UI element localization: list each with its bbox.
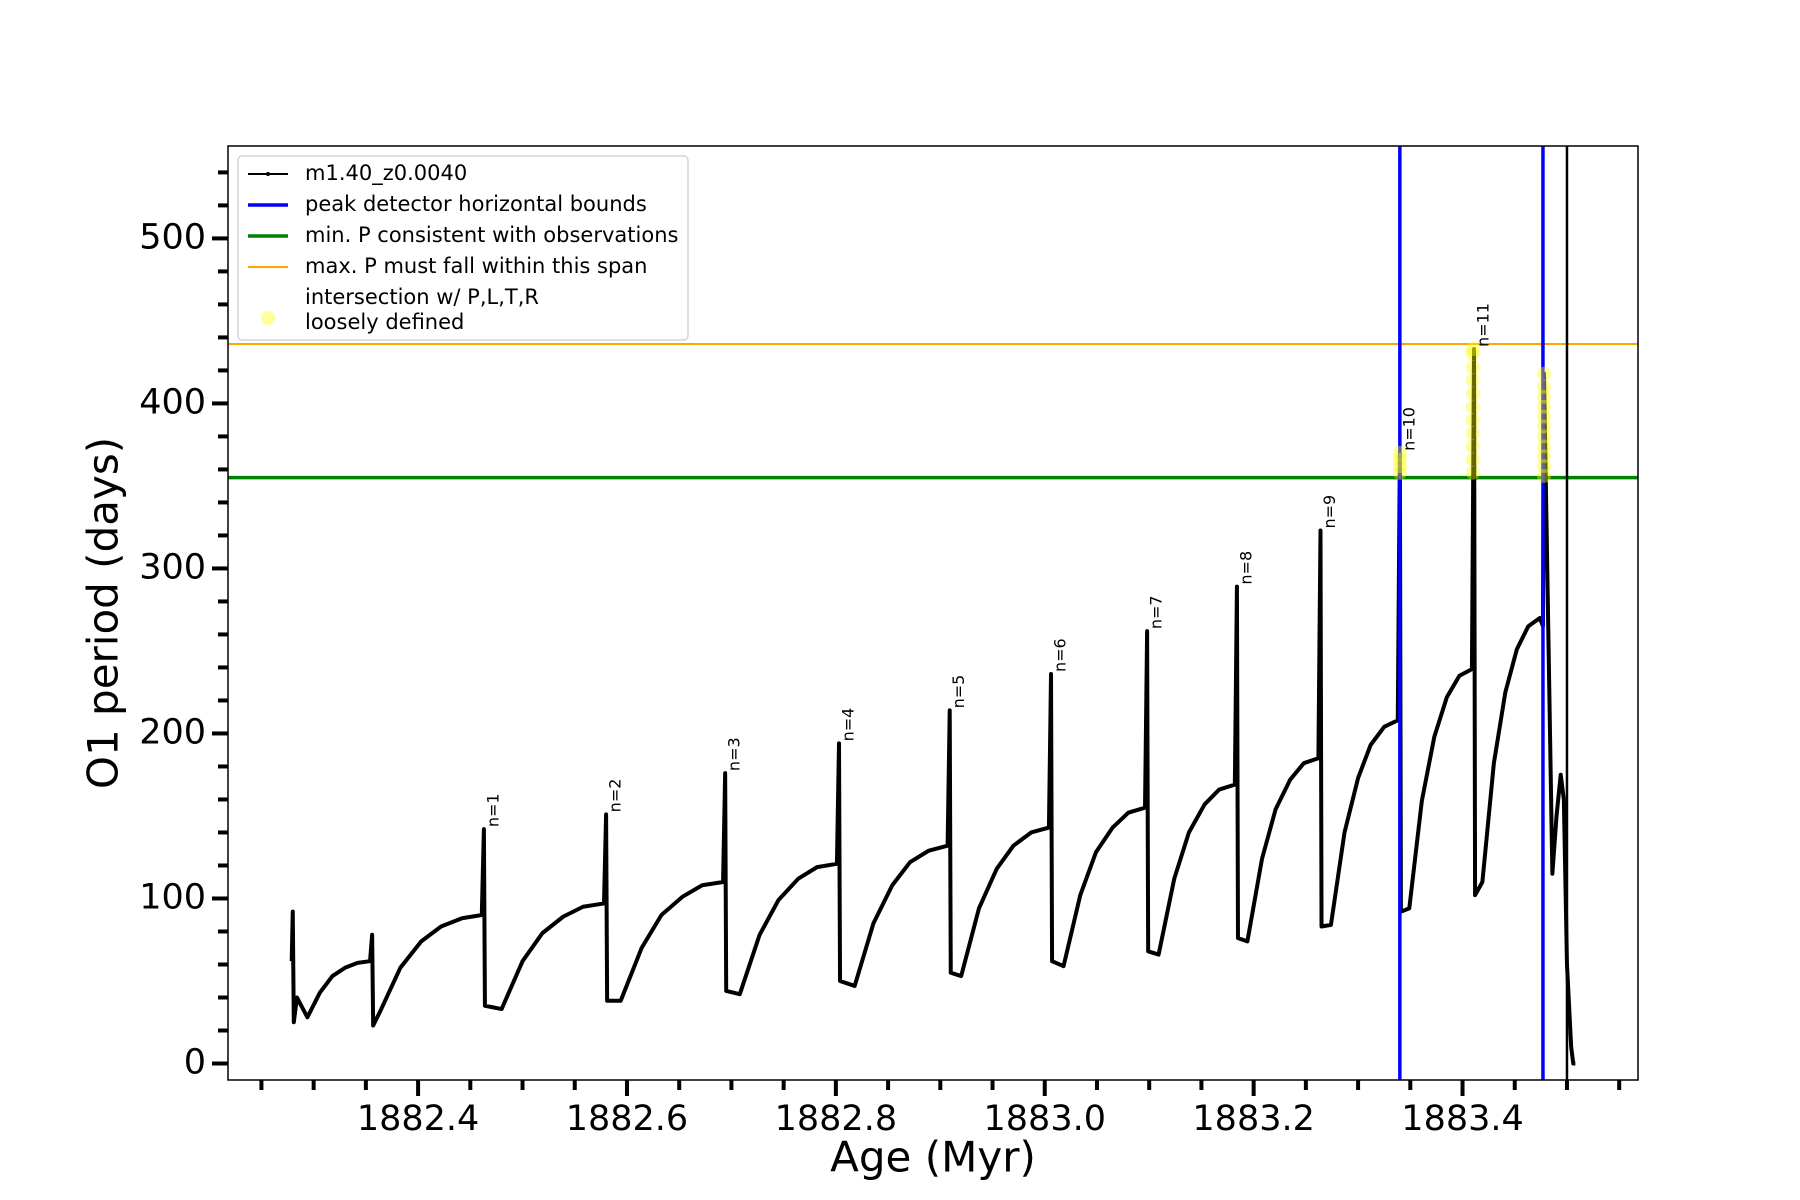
legend-label: peak detector horizontal bounds (305, 192, 647, 216)
intersection-point (1465, 341, 1480, 356)
annotation: n=8 (1236, 551, 1255, 585)
x-tick-label: 1883.2 (1192, 1099, 1314, 1139)
x-axis-label: Age (Myr) (830, 1133, 1036, 1182)
intersection-point (1465, 360, 1480, 375)
intersection-point (1537, 389, 1551, 404)
y-tick-label: 400 (139, 382, 206, 422)
annotation: n=11 (1474, 303, 1493, 347)
annotation: n=10 (1399, 407, 1418, 451)
legend-label: m1.40_z0.0040 (305, 161, 467, 186)
intersection-point (1537, 366, 1551, 381)
intersection-point (1537, 439, 1551, 454)
annotation: n=6 (1051, 638, 1070, 672)
intersection-point (1465, 465, 1480, 480)
intersection-point (1537, 419, 1551, 434)
intersection-point (1392, 445, 1407, 460)
legend-label: intersection w/ P,L,T,R loosely defined (305, 285, 539, 334)
annotation: n=9 (1320, 495, 1339, 529)
intersection-point (1465, 439, 1480, 454)
x-tick-label: 1883.0 (984, 1099, 1106, 1139)
y-tick-label: 0 (184, 1042, 206, 1082)
intersection-point (1537, 409, 1551, 424)
intersection-point (1465, 373, 1480, 388)
intersection-point (1465, 386, 1480, 401)
y-tick-label: 200 (139, 712, 206, 752)
intersection-point (1537, 469, 1551, 484)
plot-frame (227, 145, 1639, 1081)
intersection-point (1392, 452, 1407, 467)
intersection-point (1392, 459, 1407, 474)
intersection-point (1465, 452, 1480, 467)
legend-marker (261, 311, 275, 325)
intersection-point (1537, 379, 1551, 394)
intersection-point (1465, 412, 1480, 427)
y-tick-label: 300 (139, 547, 206, 587)
legend-dot (266, 172, 270, 176)
intersection-point (1465, 399, 1480, 414)
y-tick-label: 100 (139, 877, 206, 917)
y-tick-label: 500 (139, 217, 206, 257)
annotation: n=7 (1147, 595, 1166, 629)
intersection-point (1465, 346, 1480, 361)
intersection-point (1392, 465, 1407, 480)
annotation: n=2 (606, 779, 625, 813)
x-tick-label: 1882.6 (566, 1099, 688, 1139)
intersection-point (1537, 459, 1551, 474)
legend-label: max. P must fall within this span (305, 254, 647, 278)
legend-box (237, 155, 689, 341)
intersection-point (1465, 426, 1480, 441)
annotation: n=1 (483, 793, 502, 827)
x-tick-label: 1882.4 (357, 1099, 479, 1139)
legend-label: min. P consistent with observations (305, 223, 678, 247)
y-axis-label: O1 period (days) (79, 437, 128, 789)
x-tick-label: 1882.8 (775, 1099, 897, 1139)
plot-area (228, 146, 1638, 1080)
annotation: n=3 (725, 737, 744, 771)
intersection-point (1537, 449, 1551, 464)
annotation: n=4 (839, 708, 858, 742)
intersection-point (1537, 399, 1551, 414)
data-line (289, 346, 1576, 1066)
intersection-point (1537, 429, 1551, 444)
x-tick-label: 1883.4 (1401, 1099, 1523, 1139)
annotation: n=5 (949, 675, 968, 709)
